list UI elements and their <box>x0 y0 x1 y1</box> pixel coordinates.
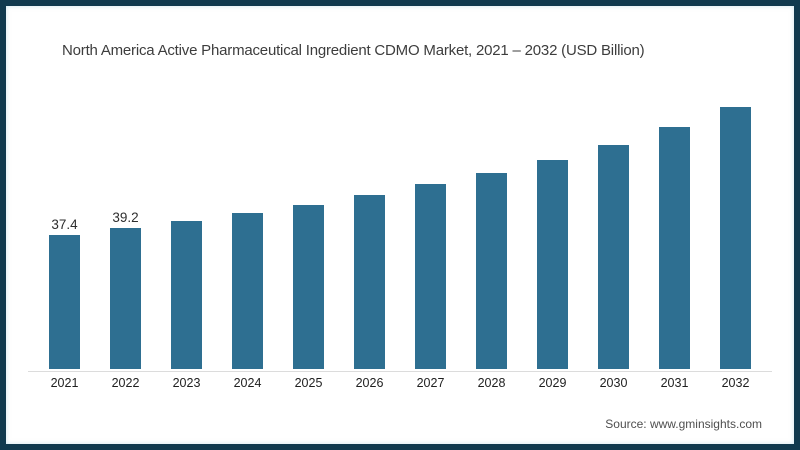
bar-stack <box>644 6 705 370</box>
bar <box>537 160 568 370</box>
chart-column: 2028 <box>461 6 522 406</box>
x-axis-tick-label: 2023 <box>172 376 201 391</box>
bar-stack <box>217 6 278 370</box>
chart-column: 2023 <box>156 6 217 406</box>
chart-column: 2032 <box>705 6 766 406</box>
bar-stack <box>583 6 644 370</box>
chart-column: 2030 <box>583 6 644 406</box>
chart-column: 2027 <box>400 6 461 406</box>
bar-stack <box>705 6 766 370</box>
x-axis-tick-label: 2031 <box>660 376 689 391</box>
x-axis-tick-label: 2024 <box>233 376 262 391</box>
bar <box>720 107 751 370</box>
bar-stack <box>522 6 583 370</box>
x-axis-tick-label: 2032 <box>721 376 750 391</box>
x-axis-tick-label: 2025 <box>294 376 323 391</box>
bar-stack <box>400 6 461 370</box>
chart-column: 39.2 2022 <box>95 6 156 406</box>
bar <box>415 184 446 370</box>
x-axis-tick-label: 2021 <box>50 376 79 391</box>
chart-column: 2025 <box>278 6 339 406</box>
x-axis-line <box>28 371 772 372</box>
bar <box>232 213 263 370</box>
bar <box>659 126 690 370</box>
x-axis-tick-label: 2030 <box>599 376 628 391</box>
bar-value-label: 37.4 <box>51 216 78 232</box>
x-axis-tick-label: 2029 <box>538 376 567 391</box>
plot-area: 37.4 2021 39.2 2022 2023 2024 2025 <box>34 6 766 406</box>
bar-stack <box>461 6 522 370</box>
bar-stack: 37.4 <box>34 6 95 370</box>
x-axis-tick-label: 2028 <box>477 376 506 391</box>
bar-stack <box>156 6 217 370</box>
bar-stack: 39.2 <box>95 6 156 370</box>
x-axis-tick-label: 2022 <box>111 376 140 391</box>
chart-title: North America Active Pharmaceutical Ingr… <box>62 42 645 59</box>
bar <box>49 234 80 370</box>
chart-column: 37.4 2021 <box>34 6 95 406</box>
chart-column: 2026 <box>339 6 400 406</box>
x-axis-tick-label: 2026 <box>355 376 384 391</box>
bar-stack <box>339 6 400 370</box>
bar-stack <box>278 6 339 370</box>
bar <box>110 228 141 370</box>
bar <box>598 144 629 370</box>
bar-value-label: 39.2 <box>112 210 139 226</box>
chart-column: 2031 <box>644 6 705 406</box>
chart-column: 2024 <box>217 6 278 406</box>
chart-column: 2029 <box>522 6 583 406</box>
x-axis-tick-label: 2027 <box>416 376 445 391</box>
bar <box>171 221 202 370</box>
source-credit: Source: www.gminsights.com <box>605 417 762 431</box>
bar <box>293 205 324 370</box>
bar <box>476 173 507 370</box>
bar <box>354 195 385 370</box>
